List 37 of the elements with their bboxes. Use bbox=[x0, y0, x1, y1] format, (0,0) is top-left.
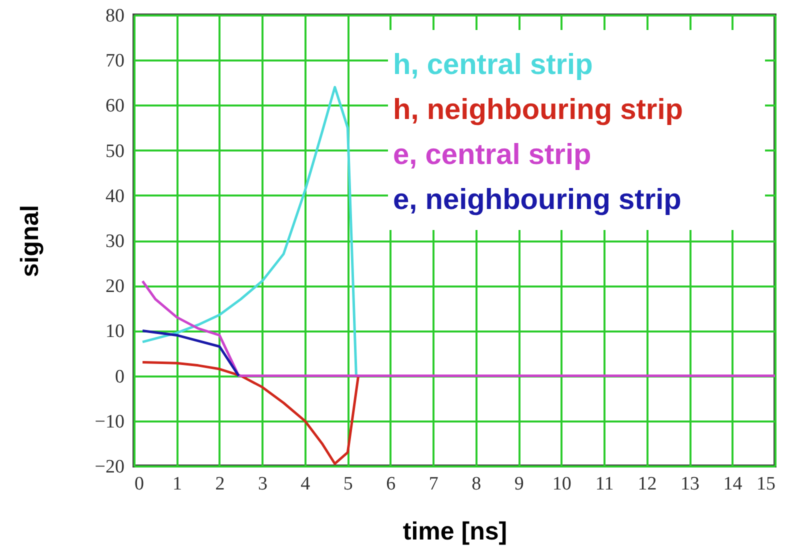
x-tick-label: 5 bbox=[343, 474, 353, 494]
y-tick-label: −10 bbox=[94, 411, 124, 432]
y-tick-label: 60 bbox=[106, 96, 124, 117]
line-series bbox=[141, 329, 240, 378]
x-tick-label: 14 bbox=[723, 474, 743, 494]
text: h, neighbouring strip bbox=[393, 94, 683, 126]
x-tick-label: 0 bbox=[134, 474, 144, 494]
line-series bbox=[141, 86, 358, 378]
x-tick-label: 9 bbox=[514, 474, 524, 494]
x-tick-label: 7 bbox=[428, 474, 438, 494]
line-series bbox=[141, 280, 776, 378]
y-tick-label: −20 bbox=[94, 456, 124, 478]
y-tick-label: 10 bbox=[106, 321, 124, 342]
y-tick-label: 0 bbox=[115, 366, 124, 388]
x-tick-label: 13 bbox=[680, 474, 700, 494]
x-tick-label: 6 bbox=[386, 474, 396, 494]
text: e, central strip bbox=[393, 139, 592, 171]
y-tick-label: 20 bbox=[106, 276, 124, 298]
x-tick-label: 12 bbox=[638, 474, 657, 494]
x-axis-title: time [ns] bbox=[402, 518, 508, 546]
y-tick-label: 80 bbox=[106, 6, 124, 26]
x-tick-label: 10 bbox=[552, 474, 572, 494]
x-tick-label: 2 bbox=[215, 474, 225, 494]
x-tick-label: 1 bbox=[172, 474, 182, 494]
x-tick-label: 3 bbox=[258, 474, 268, 494]
y-tick-label: 70 bbox=[106, 50, 124, 72]
y-tick-label: 30 bbox=[106, 231, 124, 252]
x-tick-label: 4 bbox=[300, 474, 311, 494]
y-tick-label: 40 bbox=[106, 186, 124, 207]
line-series bbox=[141, 361, 360, 465]
x-tick-label: 15 bbox=[756, 474, 776, 494]
series-label: h, central strip bbox=[393, 49, 593, 81]
text: e, neighbouring strip bbox=[393, 184, 682, 216]
x-tick-label: 8 bbox=[472, 474, 482, 494]
x-tick-label: 11 bbox=[595, 474, 614, 494]
y-axis-title: signal bbox=[16, 204, 44, 278]
y-tick-label: 50 bbox=[106, 140, 124, 162]
